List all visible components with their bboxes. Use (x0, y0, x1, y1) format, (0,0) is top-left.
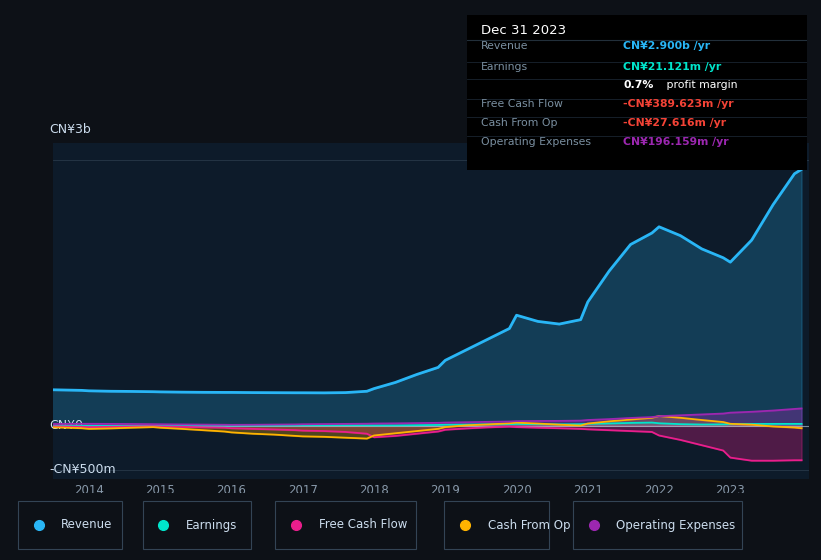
Text: 0.7%: 0.7% (623, 80, 654, 90)
Text: Operating Expenses: Operating Expenses (480, 137, 590, 147)
Text: Earnings: Earnings (186, 519, 237, 531)
Text: CN¥21.121m /yr: CN¥21.121m /yr (623, 62, 722, 72)
Text: Free Cash Flow: Free Cash Flow (480, 100, 562, 109)
Text: CN¥2.900b /yr: CN¥2.900b /yr (623, 41, 710, 52)
Text: Cash From Op: Cash From Op (488, 519, 571, 531)
Text: Revenue: Revenue (480, 41, 528, 52)
Text: -CN¥389.623m /yr: -CN¥389.623m /yr (623, 100, 734, 109)
Text: CN¥196.159m /yr: CN¥196.159m /yr (623, 137, 729, 147)
Text: Operating Expenses: Operating Expenses (617, 519, 736, 531)
Text: Cash From Op: Cash From Op (480, 118, 557, 128)
Text: CN¥0: CN¥0 (49, 419, 84, 432)
Text: Revenue: Revenue (62, 519, 112, 531)
Text: CN¥3b: CN¥3b (49, 123, 91, 136)
Text: Earnings: Earnings (480, 62, 528, 72)
Text: -CN¥500m: -CN¥500m (49, 464, 117, 477)
Text: Dec 31 2023: Dec 31 2023 (480, 24, 566, 38)
Text: -CN¥27.616m /yr: -CN¥27.616m /yr (623, 118, 727, 128)
Text: Free Cash Flow: Free Cash Flow (319, 519, 407, 531)
Text: profit margin: profit margin (663, 80, 737, 90)
